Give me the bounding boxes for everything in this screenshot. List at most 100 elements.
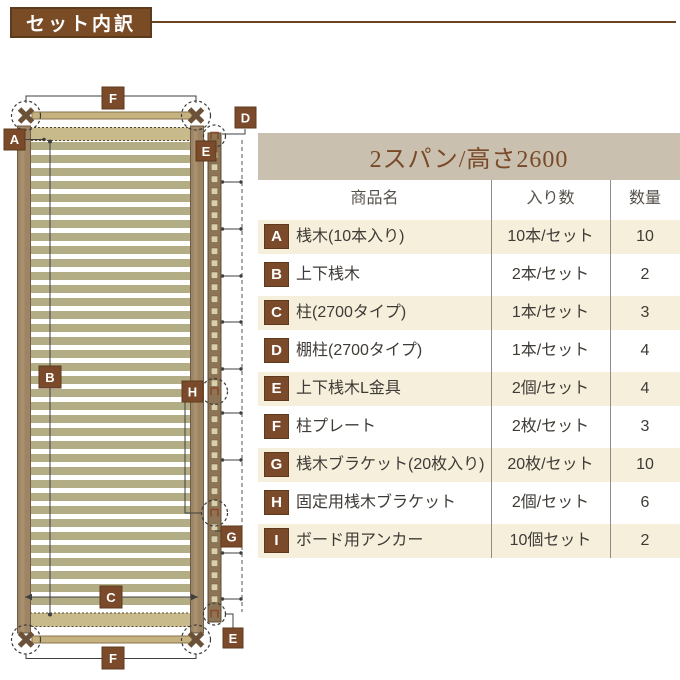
diagram-label-c: C <box>99 585 123 609</box>
row-per-pack: 2個/セット <box>511 494 590 511</box>
column-divider <box>610 180 611 558</box>
highlight-circle <box>202 602 227 626</box>
diagram-label-b: B <box>38 365 62 389</box>
row-letter-badge: E <box>264 376 289 401</box>
post-plate-icon <box>187 631 205 648</box>
strip-slots <box>211 151 218 603</box>
bracket-glyph <box>210 387 219 395</box>
shelf-post-strip <box>200 124 243 626</box>
bracket-glyph <box>210 508 219 517</box>
table-row: G 桟木ブラケット(20枚入り) 20枚/セット 10 <box>258 448 680 482</box>
header-rule <box>152 21 676 23</box>
diagram-label-e-bottom: E <box>222 627 244 649</box>
table-header: 商品名 入り数 数量 <box>258 180 680 218</box>
svg-text:C: C <box>106 590 116 605</box>
svg-text:E: E <box>229 631 238 646</box>
row-per-pack: 2個/セット <box>511 380 590 397</box>
table-row: E 上下桟木L金具 2個/セット 4 <box>258 372 680 406</box>
post-plate-icon <box>17 631 35 648</box>
highlight-circle <box>180 624 212 655</box>
top-rail <box>29 127 194 141</box>
svg-text:G: G <box>226 530 236 545</box>
highlight-circle <box>180 100 212 131</box>
row-quantity: 2 <box>640 532 650 549</box>
row-quantity: 6 <box>640 494 650 511</box>
row-product-name: 上下桟木L金具 <box>296 380 401 397</box>
row-product-name: 棚柱(2700タイプ) <box>296 342 423 359</box>
diagram-label-a: A <box>3 128 26 151</box>
table-row: C 柱(2700タイプ) 1本/セット 3 <box>258 296 680 330</box>
highlight-circle <box>10 624 42 655</box>
row-quantity: 3 <box>640 418 650 435</box>
diagram-label-e-top: E <box>195 140 217 162</box>
highlight-circle <box>10 100 42 131</box>
bottom-plate-assembly <box>10 624 212 659</box>
row-letter-badge: A <box>264 224 289 249</box>
bracket-glyph <box>210 609 219 618</box>
row-letter-badge: I <box>264 528 289 553</box>
svg-text:H: H <box>188 385 197 400</box>
row-quantity: 4 <box>640 380 650 397</box>
row-letter-badge: G <box>264 452 289 477</box>
row-letter-badge: D <box>264 338 289 363</box>
row-product-name: 柱(2700タイプ) <box>296 304 407 321</box>
diagram-label-d: D <box>234 106 257 129</box>
row-quantity: 10 <box>636 456 654 473</box>
row-product-name: ボード用アンカー <box>296 532 424 549</box>
row-product-name: 桟木ブラケット(20枚入り) <box>296 456 485 473</box>
bottom-rail <box>29 612 194 627</box>
row-per-pack: 1本/セット <box>511 342 590 359</box>
svg-text:E: E <box>202 144 211 159</box>
highlight-circle <box>200 499 229 527</box>
post-plate-icon <box>187 107 205 124</box>
table-title: 2スパン/高さ2600 <box>258 133 680 180</box>
col-header-name: 商品名 <box>350 190 399 207</box>
page-title-box: セット内訳 <box>10 7 152 38</box>
row-quantity: 3 <box>640 304 650 321</box>
top-plate-assembly <box>10 95 212 131</box>
leader-lines <box>25 129 246 628</box>
row-per-pack: 2枚/セット <box>511 418 590 435</box>
diagram-label-f-bottom: F <box>101 646 125 670</box>
diagram-label-f-top: F <box>101 86 125 110</box>
row-letter-badge: H <box>264 490 289 515</box>
row-quantity: 10 <box>636 228 654 245</box>
column-divider <box>491 180 492 558</box>
row-product-name: 桟木(10本入り) <box>296 228 405 245</box>
table-row: H 固定用桟木ブラケット 2個/セット 6 <box>258 486 680 520</box>
top-crossbar <box>31 111 193 120</box>
row-per-pack: 2本/セット <box>511 266 590 283</box>
bracket-tick-lines <box>220 180 243 601</box>
row-per-pack: 20枚/セット <box>507 456 594 473</box>
table-row: A 桟木(10本入り) 10本/セット 10 <box>258 220 680 254</box>
row-per-pack: 10個セット <box>509 532 592 549</box>
assembly-diagram: A B C D E E F F <box>3 86 257 670</box>
row-per-pack: 1本/セット <box>511 304 590 321</box>
svg-text:F: F <box>109 91 117 106</box>
svg-text:A: A <box>10 132 20 147</box>
col-header-per-pack: 入り数 <box>526 190 575 207</box>
svg-text:D: D <box>241 111 250 126</box>
diagram-label-h: H <box>181 380 204 403</box>
row-quantity: 2 <box>640 266 650 283</box>
post-plate-icon <box>17 107 35 124</box>
row-product-name: 上下桟木 <box>296 266 361 283</box>
row-product-name: 柱プレート <box>296 418 377 435</box>
bottom-crossbar <box>31 635 193 644</box>
row-product-name: 固定用桟木ブラケット <box>296 494 457 511</box>
page-title: セット内訳 <box>25 14 136 35</box>
svg-text:B: B <box>45 370 54 385</box>
row-letter-badge: C <box>264 300 289 325</box>
bracket-glyph <box>210 131 219 140</box>
row-letter-badge: F <box>264 414 289 439</box>
table-row: D 棚柱(2700タイプ) 1本/セット 4 <box>258 334 680 368</box>
table-row: F 柱プレート 2枚/セット 3 <box>258 410 680 444</box>
svg-text:F: F <box>109 651 117 666</box>
row-per-pack: 10本/セット <box>507 228 594 245</box>
table-row: B 上下桟木 2本/セット 2 <box>258 258 680 292</box>
diagram-label-g: G <box>220 525 243 548</box>
row-quantity: 4 <box>640 342 650 359</box>
col-header-qty: 数量 <box>628 190 661 207</box>
table-row: I ボード用アンカー 10個セット 2 <box>258 524 680 558</box>
